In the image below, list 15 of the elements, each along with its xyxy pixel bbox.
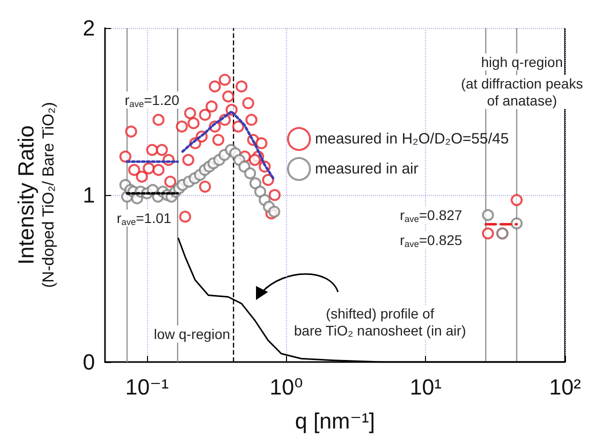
- x-axis-title: q [nm⁻¹]: [294, 408, 376, 434]
- x-tick-label: 10⁰: [270, 374, 304, 400]
- x-tick-label: 10⁻¹: [125, 374, 169, 400]
- y-tick-label: 1: [82, 182, 95, 208]
- y-axis-title: Intensity Ratio (N-doped TiO₂/ Bare TiO₂): [14, 102, 58, 288]
- y-tick-label: 2: [82, 16, 95, 40]
- annotation: high q-region: [481, 54, 563, 70]
- annotation: low q-region: [154, 326, 230, 342]
- annotation: (at diffraction peaks of anatase): [461, 76, 583, 108]
- y-tick-label: 0: [82, 350, 95, 374]
- legend-label: measured in H₂O/D₂O=55/45: [315, 130, 509, 148]
- x-tick-label: 10²: [549, 374, 581, 400]
- x-tick-label: 10¹: [410, 374, 442, 400]
- annotation: (shifted) profile of bare TiO₂ nanosheet (in air): [294, 306, 466, 338]
- legend-label: measured in air: [315, 160, 418, 178]
